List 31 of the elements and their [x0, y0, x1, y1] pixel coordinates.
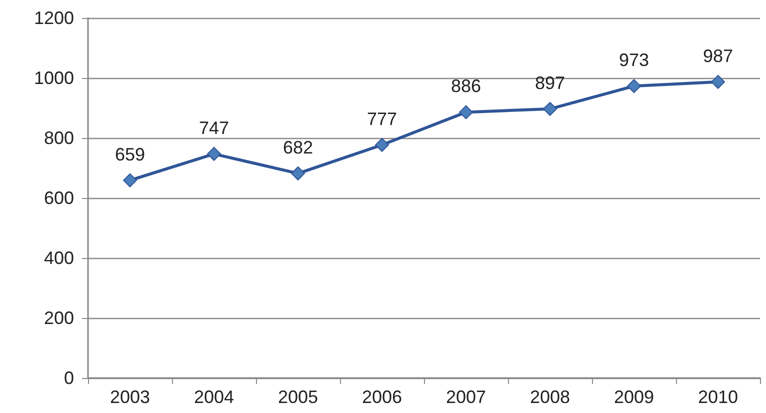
x-tick-label: 2006 [362, 387, 402, 407]
point [627, 79, 641, 94]
x-tick-label: 2003 [110, 387, 150, 407]
x-tick-label: 2005 [278, 387, 318, 407]
y-tick-label: 600 [44, 188, 74, 208]
data-label: 777 [366, 108, 398, 129]
data-label: 973 [618, 50, 650, 70]
x-tick-label: 2004 [194, 387, 234, 407]
y-tick-label: 800 [44, 128, 74, 148]
data-label: 747 [198, 118, 230, 138]
x-tick-label: 2009 [614, 387, 654, 407]
point [291, 166, 305, 180]
point [123, 173, 137, 188]
x-tick-label: 2008 [530, 387, 570, 407]
y-tick-label: 400 [44, 248, 74, 268]
point [459, 105, 473, 120]
data-label: 987 [702, 46, 734, 66]
x-tick-label: 2007 [446, 387, 486, 407]
y-tick-label: 1200 [34, 8, 74, 28]
y-tick-label: 0 [64, 368, 74, 388]
point [711, 74, 725, 89]
data-label: 682 [282, 137, 314, 158]
y-tick-label: 200 [44, 308, 74, 328]
data-label: 659 [114, 144, 146, 164]
point [207, 146, 221, 161]
point [375, 138, 389, 152]
y-tick-label: 1000 [34, 68, 74, 88]
data-label: 897 [534, 72, 566, 93]
x-tick-label: 2010 [698, 387, 738, 407]
data-label: 886 [450, 76, 482, 96]
point [543, 102, 557, 116]
